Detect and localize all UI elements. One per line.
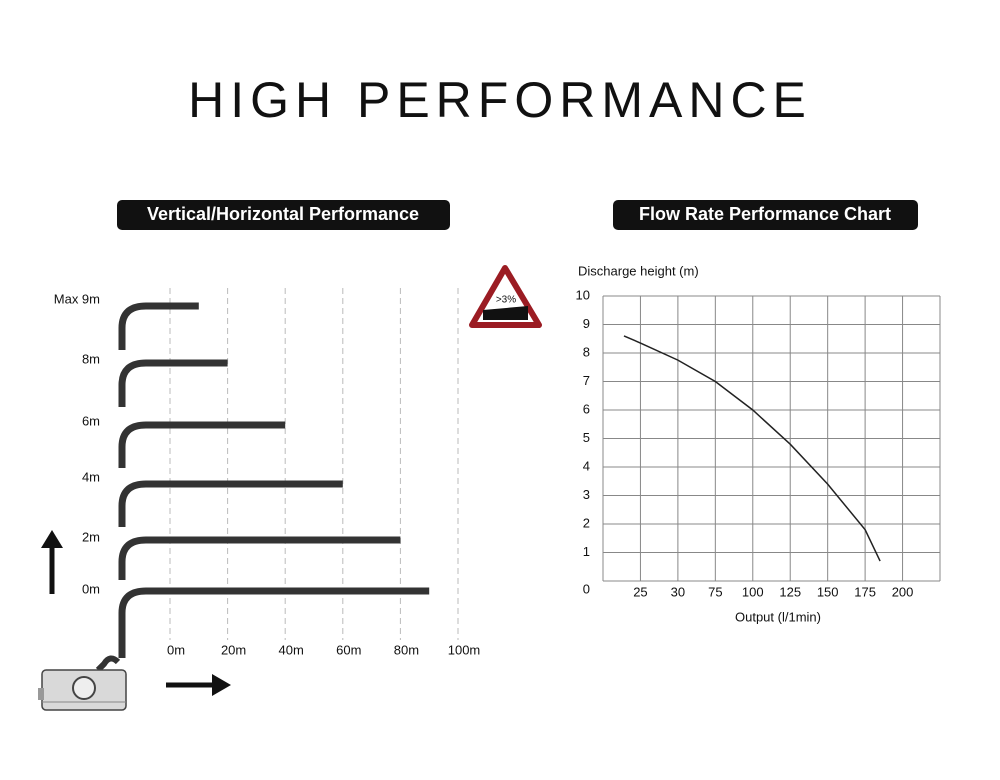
y-tick-label: 9 (583, 316, 590, 331)
x-tick-label: 20m (221, 642, 246, 657)
pipe (118, 421, 286, 468)
category-label: 6m (82, 413, 100, 428)
category-label: Max 9m (54, 291, 100, 306)
title-pill (117, 200, 450, 230)
y-tick-label: 7 (583, 373, 590, 388)
x-tick-label: 200 (892, 584, 914, 599)
chart-title: Vertical/Horizontal Performance (147, 204, 419, 224)
x-tick-label: 80m (394, 642, 419, 657)
chart-title: Flow Rate Performance Chart (639, 204, 891, 224)
x-tick-label: 125 (779, 584, 801, 599)
category-label: 8m (82, 351, 100, 366)
y-tick-label: 4 (583, 458, 590, 473)
x-tick-label: 175 (854, 584, 876, 599)
x-tick-label: 75 (708, 584, 722, 599)
category-label: 2m (82, 529, 100, 544)
y-tick-label: 8 (583, 344, 590, 359)
up-arrow-head (41, 530, 63, 548)
x-tick-label: 0m (167, 642, 185, 657)
y-tick-label: 2 (583, 515, 590, 530)
pipe (118, 587, 430, 658)
y-tick-label: 5 (583, 430, 590, 445)
x-tick-label: 30 (671, 584, 685, 599)
x-tick-label: 40m (279, 642, 304, 657)
pipe (118, 536, 401, 580)
slope-label: >3% (496, 295, 516, 306)
pipe (118, 480, 343, 527)
pipe (118, 302, 199, 350)
x-tick-label: 25 (633, 584, 647, 599)
right-arrow-head (212, 674, 231, 696)
line-series (623, 335, 881, 562)
x-axis-title: Output (l/1min) (735, 609, 821, 624)
category-label: 0m (82, 581, 100, 596)
page-title: HIGH PERFORMANCE (188, 72, 812, 128)
y-tick-label: 0 (583, 581, 590, 596)
slope-fill (483, 306, 528, 320)
x-tick-label: 150 (817, 584, 839, 599)
y-tick-label: 6 (583, 401, 590, 416)
pipe (118, 359, 228, 407)
title-pill (613, 200, 918, 230)
x-tick-label: 60m (336, 642, 361, 657)
y-tick-label: 1 (583, 544, 590, 559)
category-label: 4m (82, 469, 100, 484)
y-axis-title: Discharge height (m) (578, 263, 699, 278)
y-tick-label: 10 (576, 287, 590, 302)
x-tick-label: 100m (448, 642, 481, 657)
pump (38, 655, 127, 711)
y-tick-label: 3 (583, 487, 590, 502)
x-tick-label: 100 (742, 584, 764, 599)
